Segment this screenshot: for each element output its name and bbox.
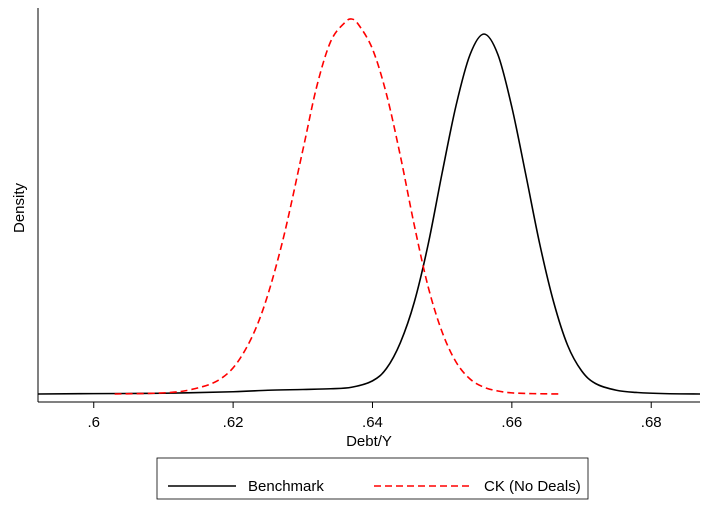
- series-line-ck-no-deals: [114, 18, 561, 395]
- axes: .6 .62 .64 .66 .68: [37, 8, 700, 431]
- y-axis-label: Density: [11, 182, 28, 233]
- legend-box: [156, 457, 589, 500]
- x-tick-label: .6: [87, 414, 100, 431]
- x-tick-label: .64: [362, 414, 383, 431]
- legend-label-ck-no-deals: CK (No Deals): [484, 478, 581, 495]
- x-tick-label: .66: [501, 414, 522, 431]
- plot-area: [37, 18, 701, 395]
- x-tick-label: .62: [223, 414, 244, 431]
- series-line-benchmark: [37, 33, 701, 395]
- legend-label-benchmark: Benchmark: [248, 478, 324, 495]
- x-tick-label: .68: [641, 414, 662, 431]
- x-axis-label: Debt/Y: [346, 433, 392, 450]
- legend: Benchmark CK (No Deals): [156, 457, 589, 500]
